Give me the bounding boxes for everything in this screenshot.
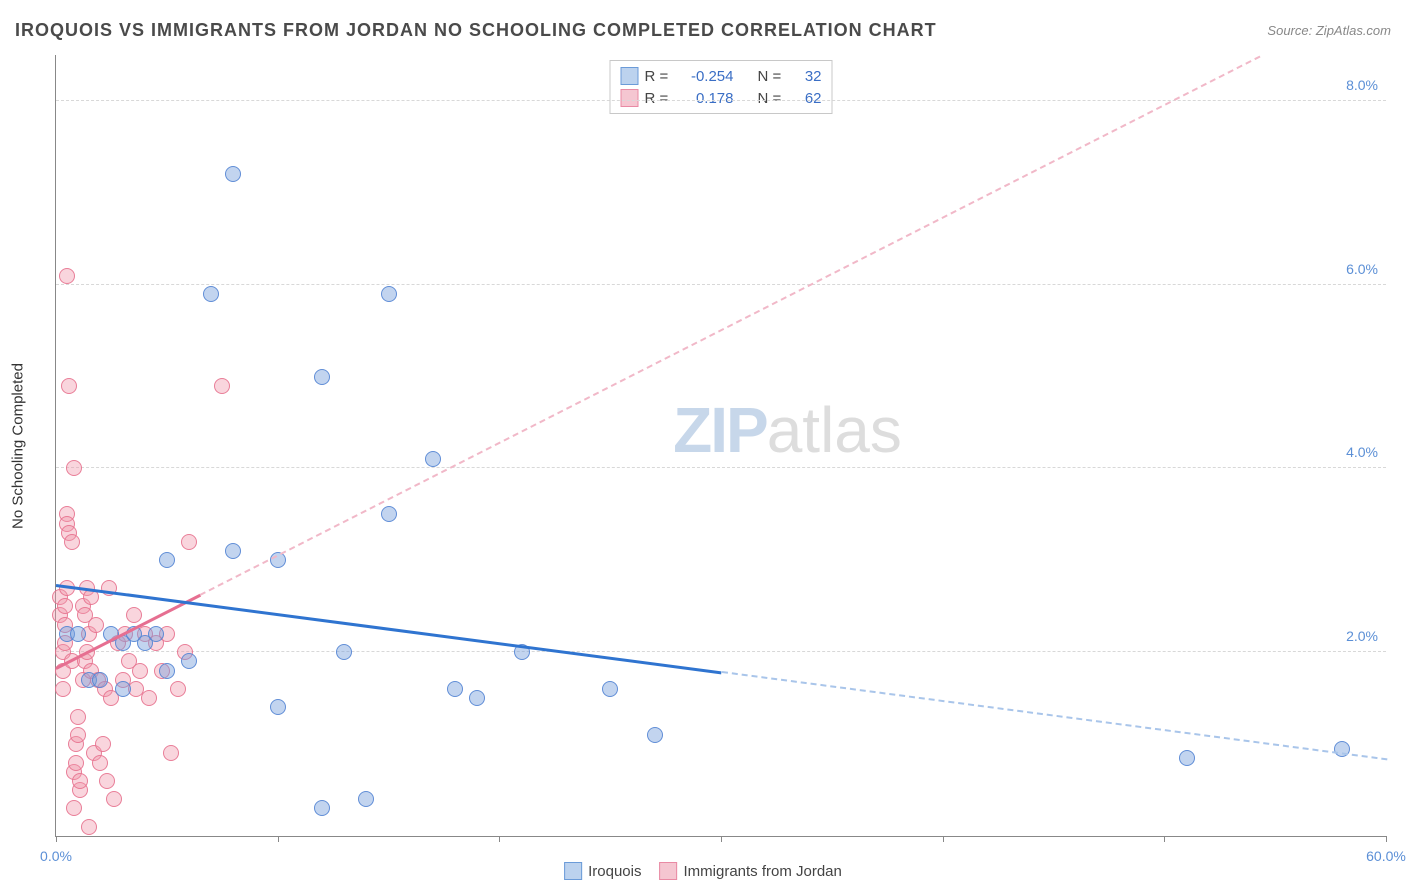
data-point	[602, 681, 618, 697]
trendline-extrapolated	[200, 55, 1261, 595]
data-point	[55, 681, 71, 697]
data-point	[66, 460, 82, 476]
stat-r-value: 0.178	[679, 90, 734, 107]
x-tick-label: 0.0%	[40, 848, 72, 864]
data-point	[425, 451, 441, 467]
data-point	[469, 690, 485, 706]
data-point	[95, 736, 111, 752]
stat-n-value: 62	[792, 90, 822, 107]
grid-line-horizontal	[56, 284, 1386, 285]
data-point	[66, 800, 82, 816]
data-point	[148, 626, 164, 642]
watermark: ZIPatlas	[673, 393, 902, 467]
data-point	[72, 773, 88, 789]
legend-label: Immigrants from Jordan	[683, 863, 841, 880]
data-point	[170, 681, 186, 697]
data-point	[314, 800, 330, 816]
x-tick	[278, 836, 279, 842]
data-point	[70, 626, 86, 642]
legend-label: Iroquois	[588, 863, 641, 880]
data-point	[336, 644, 352, 660]
data-point	[447, 681, 463, 697]
data-point	[203, 286, 219, 302]
data-point	[92, 672, 108, 688]
data-point	[106, 791, 122, 807]
watermark-rest: atlas	[767, 394, 902, 466]
data-point	[68, 755, 84, 771]
series-swatch	[621, 67, 639, 85]
grid-line-horizontal	[56, 651, 1386, 652]
data-point	[314, 369, 330, 385]
stat-n-label: N =	[758, 90, 786, 107]
stat-n-label: N =	[758, 68, 786, 85]
data-point	[181, 534, 197, 550]
x-tick	[1164, 836, 1165, 842]
data-point	[181, 653, 197, 669]
series-swatch	[621, 89, 639, 107]
data-point	[381, 506, 397, 522]
grid-line-horizontal	[56, 100, 1386, 101]
data-point	[141, 690, 157, 706]
data-point	[270, 699, 286, 715]
data-point	[647, 727, 663, 743]
data-point	[57, 598, 73, 614]
chart-title: IROQUOIS VS IMMIGRANTS FROM JORDAN NO SC…	[15, 20, 937, 41]
x-tick-label: 60.0%	[1366, 848, 1406, 864]
chart-area: ZIPatlas R = -0.254 N = 32 R = 0.178 N = 62 2.0…	[55, 55, 1386, 837]
y-axis-title: No Schooling Completed	[10, 363, 27, 529]
data-point	[92, 755, 108, 771]
data-point	[159, 552, 175, 568]
legend-swatch	[659, 862, 677, 880]
data-point	[163, 745, 179, 761]
y-tick-label: 6.0%	[1346, 261, 1378, 277]
stats-row: R = 0.178 N = 62	[621, 87, 822, 109]
data-point	[115, 681, 131, 697]
data-point	[1179, 750, 1195, 766]
grid-line-horizontal	[56, 467, 1386, 468]
data-point	[159, 663, 175, 679]
stat-n-value: 32	[792, 68, 822, 85]
data-point	[358, 791, 374, 807]
y-tick-label: 4.0%	[1346, 444, 1378, 460]
x-tick	[721, 836, 722, 842]
watermark-bold: ZIP	[673, 394, 767, 466]
data-point	[132, 663, 148, 679]
correlation-stats-box: R = -0.254 N = 32 R = 0.178 N = 62	[610, 60, 833, 114]
stat-r-value: -0.254	[679, 68, 734, 85]
bottom-legend: Iroquois Immigrants from Jordan	[564, 862, 842, 880]
y-tick-label: 2.0%	[1346, 628, 1378, 644]
data-point	[61, 378, 77, 394]
data-point	[81, 819, 97, 835]
x-tick	[56, 836, 57, 842]
data-point	[64, 534, 80, 550]
data-point	[70, 727, 86, 743]
data-point	[225, 543, 241, 559]
x-tick	[1386, 836, 1387, 842]
x-tick	[499, 836, 500, 842]
source-attribution: Source: ZipAtlas.com	[1267, 23, 1391, 38]
stat-r-label: R =	[645, 90, 673, 107]
data-point	[99, 773, 115, 789]
chart-header: IROQUOIS VS IMMIGRANTS FROM JORDAN NO SC…	[15, 20, 1391, 41]
stats-row: R = -0.254 N = 32	[621, 65, 822, 87]
y-tick-label: 8.0%	[1346, 77, 1378, 93]
trendline-extrapolated	[721, 671, 1387, 760]
source-label: Source:	[1267, 23, 1312, 38]
source-name: ZipAtlas.com	[1316, 23, 1391, 38]
stat-r-label: R =	[645, 68, 673, 85]
data-point	[70, 709, 86, 725]
data-point	[59, 268, 75, 284]
data-point	[88, 617, 104, 633]
legend-item: Iroquois	[564, 862, 641, 880]
legend-swatch	[564, 862, 582, 880]
data-point	[214, 378, 230, 394]
data-point	[225, 166, 241, 182]
plot-area: ZIPatlas R = -0.254 N = 32 R = 0.178 N = 62 2.0…	[55, 55, 1386, 837]
data-point	[126, 607, 142, 623]
data-point	[381, 286, 397, 302]
legend-item: Immigrants from Jordan	[659, 862, 841, 880]
x-tick	[943, 836, 944, 842]
